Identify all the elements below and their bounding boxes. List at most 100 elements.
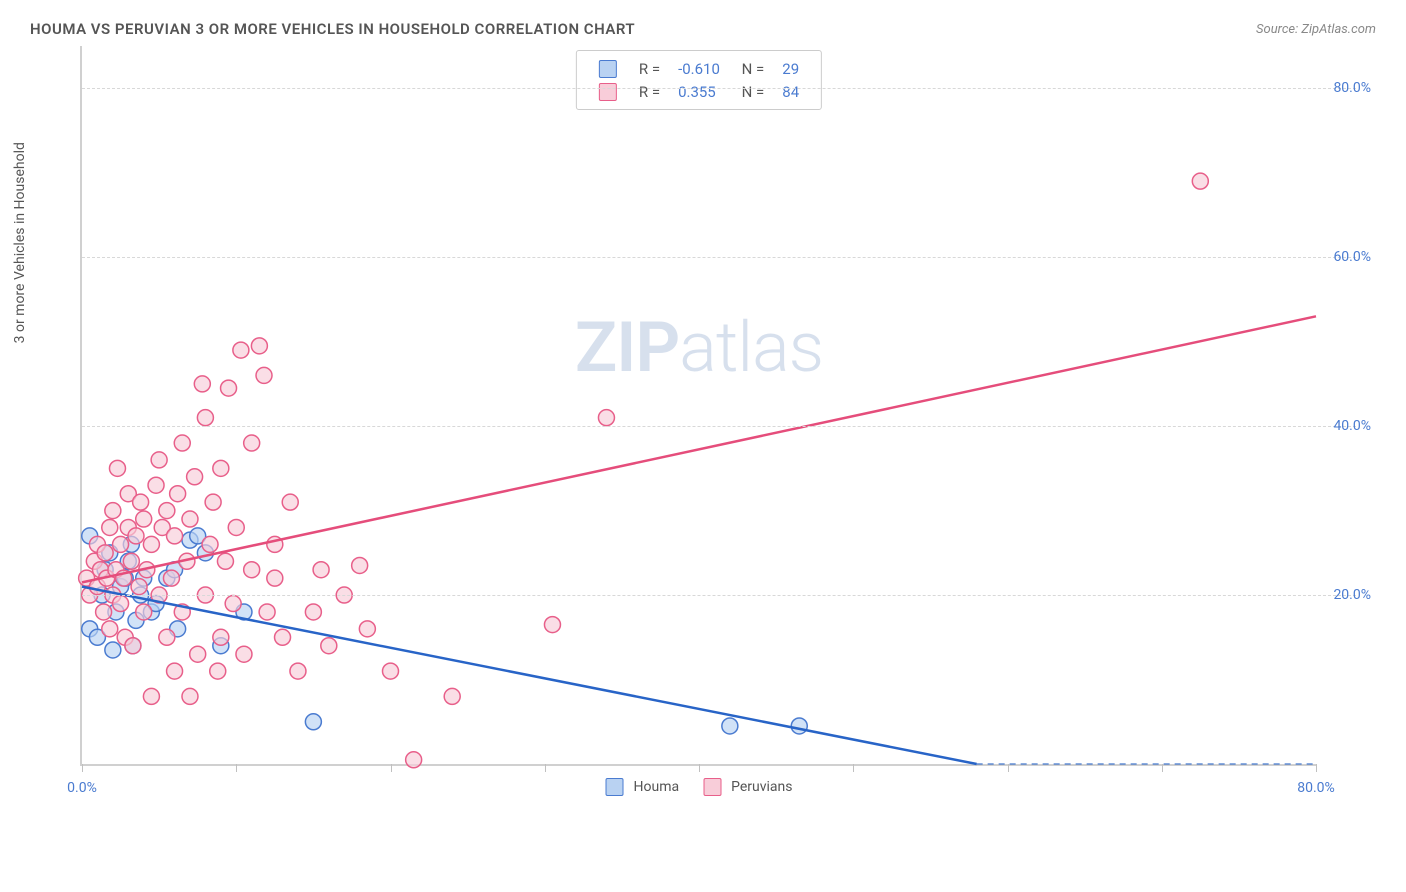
x-tick: [1162, 764, 1163, 772]
data-point: [123, 553, 139, 569]
data-point: [109, 460, 125, 476]
data-point: [267, 570, 283, 586]
y-axis-label: 3 or more Vehicles in Household: [12, 142, 28, 343]
data-point: [102, 621, 118, 637]
scatter-svg: [82, 46, 1316, 764]
data-point: [131, 579, 147, 595]
data-point: [313, 562, 329, 578]
grid-line: [82, 257, 1356, 258]
source-label: Source: ZipAtlas.com: [1256, 22, 1376, 37]
grid-line: [82, 88, 1356, 89]
stats-table: R =-0.610 N =29 R =0.355 N =84: [589, 56, 809, 104]
data-point: [244, 562, 260, 578]
data-point: [791, 718, 807, 734]
y-tick-label: 20.0%: [1333, 587, 1371, 603]
data-point: [275, 629, 291, 645]
legend-swatch: [703, 778, 721, 796]
data-point: [217, 553, 233, 569]
data-point: [221, 380, 237, 396]
plot-wrapper: 3 or more Vehicles in Household ZIPatlas…: [30, 46, 1376, 826]
x-tick-label: 0.0%: [67, 780, 97, 796]
data-point: [170, 486, 186, 502]
data-point: [105, 503, 121, 519]
data-point: [213, 460, 229, 476]
data-point: [133, 494, 149, 510]
data-point: [236, 646, 252, 662]
data-point: [102, 519, 118, 535]
data-point: [259, 604, 275, 620]
data-point: [151, 452, 167, 468]
y-tick-label: 60.0%: [1333, 249, 1371, 265]
data-point: [197, 410, 213, 426]
legend-label: Peruvians: [731, 779, 792, 795]
data-point: [167, 663, 183, 679]
data-point: [182, 511, 198, 527]
regression-line: [82, 316, 1316, 582]
data-point: [210, 663, 226, 679]
data-point: [444, 688, 460, 704]
data-point: [136, 511, 152, 527]
x-tick: [391, 764, 392, 772]
grid-line: [82, 426, 1356, 427]
data-point: [113, 596, 129, 612]
data-point: [148, 477, 164, 493]
data-point: [174, 435, 190, 451]
data-point: [244, 435, 260, 451]
legend-item: Houma: [606, 778, 680, 796]
x-tick: [82, 764, 83, 772]
data-point: [321, 638, 337, 654]
data-point: [167, 528, 183, 544]
x-tick: [1008, 764, 1009, 772]
data-point: [113, 536, 129, 552]
data-point: [233, 342, 249, 358]
data-point: [143, 688, 159, 704]
data-point: [359, 621, 375, 637]
data-point: [544, 617, 560, 633]
data-point: [202, 536, 218, 552]
data-point: [194, 376, 210, 392]
legend-swatch: [606, 778, 624, 796]
data-point: [282, 494, 298, 510]
data-point: [213, 629, 229, 645]
data-point: [228, 519, 244, 535]
data-point: [1192, 173, 1208, 189]
data-point: [305, 714, 321, 730]
plot-area: ZIPatlas R =-0.610 N =29 R =0.355 N =84 …: [80, 46, 1316, 766]
data-point: [190, 646, 206, 662]
x-tick: [853, 764, 854, 772]
grid-line: [82, 595, 1356, 596]
data-point: [225, 596, 241, 612]
stats-box: R =-0.610 N =29 R =0.355 N =84: [576, 50, 822, 110]
data-point: [256, 367, 272, 383]
data-point: [136, 604, 152, 620]
legend-item: Peruvians: [703, 778, 792, 796]
data-point: [125, 638, 141, 654]
y-tick-label: 80.0%: [1333, 80, 1371, 96]
data-point: [143, 536, 159, 552]
data-point: [251, 338, 267, 354]
title-row: HOUMA VS PERUVIAN 3 OR MORE VEHICLES IN …: [30, 20, 1376, 38]
legend-label: Houma: [634, 779, 680, 795]
data-point: [128, 528, 144, 544]
data-point: [96, 604, 112, 620]
data-point: [305, 604, 321, 620]
chart-title: HOUMA VS PERUVIAN 3 OR MORE VEHICLES IN …: [30, 20, 635, 38]
x-tick: [236, 764, 237, 772]
data-point: [352, 557, 368, 573]
data-point: [163, 570, 179, 586]
x-tick: [545, 764, 546, 772]
data-point: [182, 688, 198, 704]
data-point: [383, 663, 399, 679]
x-tick: [1316, 764, 1317, 772]
chart-container: HOUMA VS PERUVIAN 3 OR MORE VEHICLES IN …: [0, 0, 1406, 892]
data-point: [205, 494, 221, 510]
data-point: [97, 545, 113, 561]
legend-bottom: Houma Peruvians: [606, 778, 793, 796]
data-point: [159, 503, 175, 519]
data-point: [598, 410, 614, 426]
data-point: [290, 663, 306, 679]
y-tick-label: 40.0%: [1333, 418, 1371, 434]
data-point: [406, 752, 422, 768]
data-point: [105, 642, 121, 658]
x-tick: [699, 764, 700, 772]
